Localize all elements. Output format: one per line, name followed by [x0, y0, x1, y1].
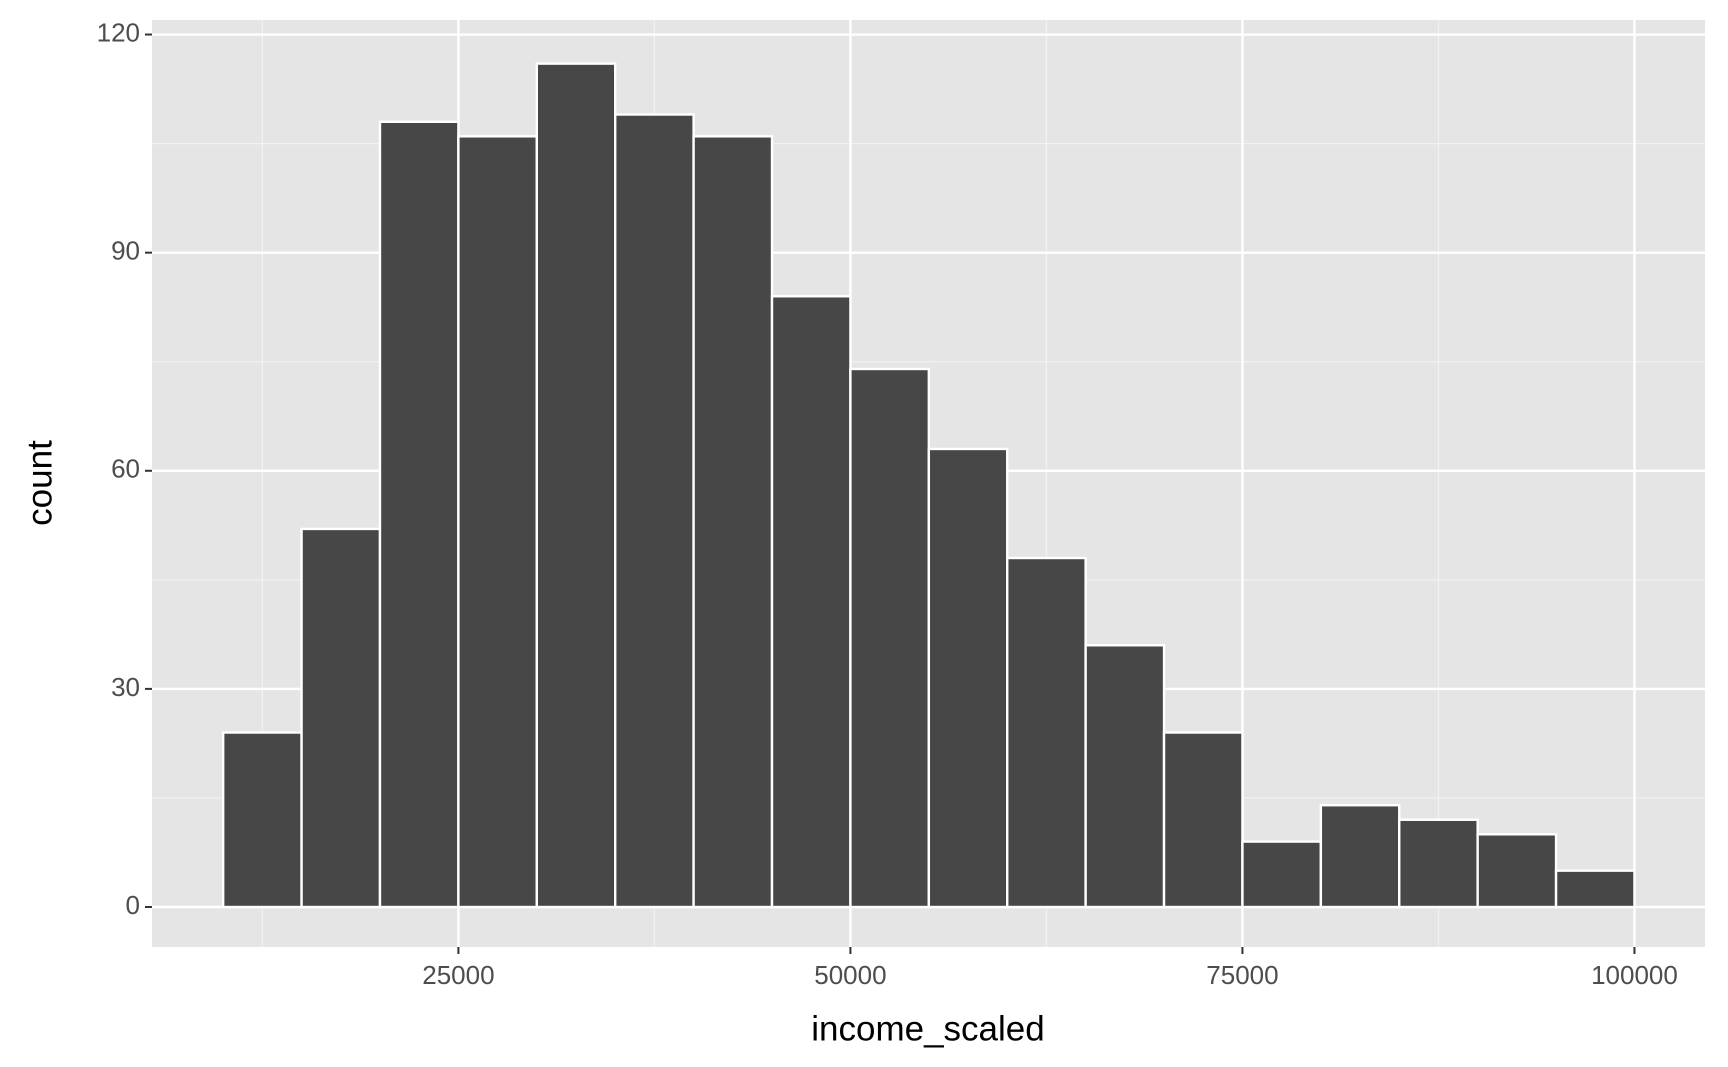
bar — [457, 135, 538, 909]
bar — [1006, 556, 1087, 909]
bar — [300, 527, 382, 909]
bar — [1554, 869, 1636, 909]
y-tick-label: 60 — [111, 454, 140, 484]
bar — [692, 135, 774, 909]
x-tick-label: 50000 — [814, 960, 886, 990]
y-tick-label: 90 — [111, 236, 140, 266]
bar — [770, 295, 852, 909]
bar — [614, 113, 695, 909]
x-tick-label: 25000 — [422, 960, 494, 990]
bar — [1241, 840, 1323, 909]
bar — [535, 62, 617, 909]
bar — [378, 120, 460, 909]
bar — [1319, 804, 1401, 909]
bars — [221, 62, 1636, 909]
y-tick-label: 30 — [111, 672, 140, 702]
y-axis-title: count — [20, 440, 59, 526]
y-tick-label: 0 — [126, 890, 140, 920]
bar — [1084, 644, 1166, 909]
x-axis-title: income_scaled — [811, 1009, 1044, 1048]
bar — [1398, 818, 1479, 909]
bar — [1162, 731, 1244, 909]
bar — [1476, 833, 1558, 909]
x-tick-label: 100000 — [1591, 960, 1678, 990]
x-tick-label: 75000 — [1206, 960, 1278, 990]
bar — [927, 447, 1009, 909]
axes: 25000 50000 75000 100000 0 30 60 90 120 — [97, 17, 1678, 989]
bar — [849, 367, 931, 909]
y-tick-label: 120 — [97, 17, 140, 47]
bar — [221, 731, 303, 909]
